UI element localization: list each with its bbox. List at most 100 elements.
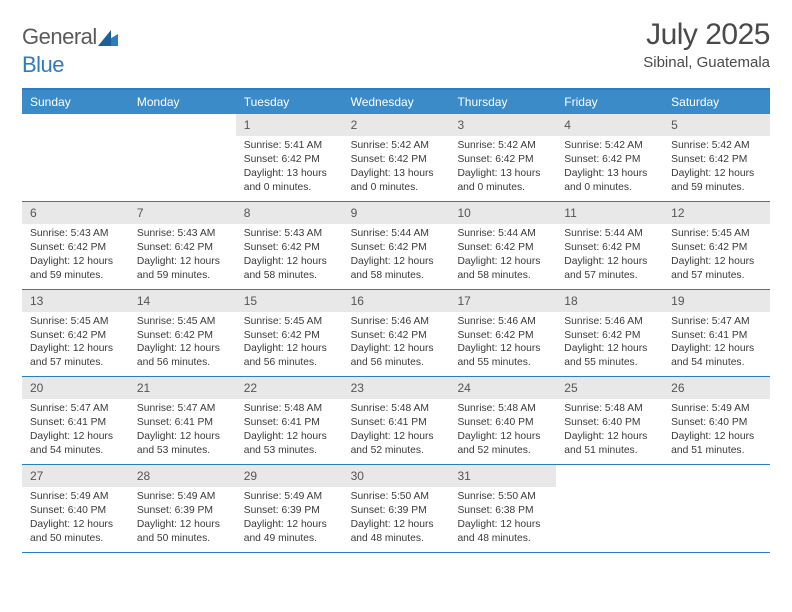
day-details: Sunrise: 5:42 AMSunset: 6:42 PMDaylight:… — [449, 139, 556, 195]
day-number: 21 — [129, 377, 236, 399]
daylight-line: Daylight: 13 hours and 0 minutes. — [351, 167, 444, 195]
sunset-line: Sunset: 6:42 PM — [671, 241, 764, 255]
week-row: 20Sunrise: 5:47 AMSunset: 6:41 PMDayligh… — [22, 377, 770, 465]
sunset-line: Sunset: 6:42 PM — [564, 241, 657, 255]
day-details: Sunrise: 5:44 AMSunset: 6:42 PMDaylight:… — [449, 227, 556, 283]
sunset-line: Sunset: 6:38 PM — [457, 504, 550, 518]
empty-cell — [129, 114, 236, 201]
day-details: Sunrise: 5:43 AMSunset: 6:42 PMDaylight:… — [129, 227, 236, 283]
sunset-line: Sunset: 6:42 PM — [137, 241, 230, 255]
day-number: 31 — [449, 465, 556, 487]
day-details: Sunrise: 5:48 AMSunset: 6:41 PMDaylight:… — [236, 402, 343, 458]
day-details: Sunrise: 5:50 AMSunset: 6:39 PMDaylight:… — [343, 490, 450, 546]
day-details: Sunrise: 5:41 AMSunset: 6:42 PMDaylight:… — [236, 139, 343, 195]
logo-mark-icon — [98, 26, 118, 52]
day-number: 25 — [556, 377, 663, 399]
day-number: 1 — [236, 114, 343, 136]
day-cell: 3Sunrise: 5:42 AMSunset: 6:42 PMDaylight… — [449, 114, 556, 201]
day-details: Sunrise: 5:48 AMSunset: 6:40 PMDaylight:… — [449, 402, 556, 458]
daylight-line: Daylight: 12 hours and 53 minutes. — [244, 430, 337, 458]
daylight-line: Daylight: 12 hours and 50 minutes. — [30, 518, 123, 546]
dow-header: Saturday — [663, 90, 770, 114]
day-details: Sunrise: 5:49 AMSunset: 6:39 PMDaylight:… — [129, 490, 236, 546]
daylight-line: Daylight: 13 hours and 0 minutes. — [244, 167, 337, 195]
calendar: SundayMondayTuesdayWednesdayThursdayFrid… — [22, 88, 770, 553]
day-cell: 22Sunrise: 5:48 AMSunset: 6:41 PMDayligh… — [236, 377, 343, 464]
day-number: 14 — [129, 290, 236, 312]
daylight-line: Daylight: 13 hours and 0 minutes. — [564, 167, 657, 195]
day-cell: 19Sunrise: 5:47 AMSunset: 6:41 PMDayligh… — [663, 290, 770, 377]
day-number: 26 — [663, 377, 770, 399]
sunset-line: Sunset: 6:42 PM — [671, 153, 764, 167]
day-cell: 23 Sunrise: 5:48 AMSunset: 6:41 PMDayligh… — [343, 377, 450, 464]
dow-header: Monday — [129, 90, 236, 114]
day-details: Sunrise: 5:43 AMSunset: 6:42 PMDaylight:… — [22, 227, 129, 283]
sunset-line: Sunset: 6:41 PM — [351, 416, 444, 430]
day-details: Sunrise: 5:47 AMSunset: 6:41 PMDaylight:… — [129, 402, 236, 458]
daylight-line: Daylight: 12 hours and 48 minutes. — [351, 518, 444, 546]
day-cell: 13Sunrise: 5:45 AMSunset: 6:42 PMDayligh… — [22, 290, 129, 377]
dow-header: Friday — [556, 90, 663, 114]
sunrise-line: Sunrise: 5:45 AM — [137, 315, 230, 329]
daylight-line: Daylight: 12 hours and 54 minutes. — [671, 342, 764, 370]
day-number: 16 — [343, 290, 450, 312]
daylight-line: Daylight: 12 hours and 58 minutes. — [457, 255, 550, 283]
day-cell: 30 Sunrise: 5:50 AMSunset: 6:39 PMDayligh… — [343, 465, 450, 552]
day-number: 11 — [556, 202, 663, 224]
daylight-line: Daylight: 12 hours and 52 minutes. — [457, 430, 550, 458]
day-details: Sunrise: 5:43 AMSunset: 6:42 PMDaylight:… — [236, 227, 343, 283]
empty-cell — [556, 465, 663, 552]
sunset-line: Sunset: 6:39 PM — [351, 504, 444, 518]
daylight-line: Daylight: 12 hours and 57 minutes. — [30, 342, 123, 370]
day-number: 18 — [556, 290, 663, 312]
empty-cell — [22, 114, 129, 201]
sunset-line: Sunset: 6:40 PM — [671, 416, 764, 430]
sunrise-line: Sunrise: 5:46 AM — [564, 315, 657, 329]
sunset-line: Sunset: 6:42 PM — [30, 241, 123, 255]
day-number: 9 — [343, 202, 450, 224]
day-number: 23 — [343, 377, 450, 399]
daylight-line: Daylight: 12 hours and 59 minutes. — [30, 255, 123, 283]
sunrise-line: Sunrise: 5:46 AM — [351, 315, 444, 329]
day-cell: 2Sunrise: 5:42 AMSunset: 6:42 PMDaylight… — [343, 114, 450, 201]
sunrise-line: Sunrise: 5:49 AM — [30, 490, 123, 504]
week-row: 1 Sunrise: 5:41 AMSunset: 6:42 PMDaylight… — [22, 114, 770, 202]
day-details: Sunrise: 5:49 AMSunset: 6:40 PMDaylight:… — [22, 490, 129, 546]
sunrise-line: Sunrise: 5:50 AM — [457, 490, 550, 504]
sunrise-line: Sunrise: 5:47 AM — [137, 402, 230, 416]
sunrise-line: Sunrise: 5:49 AM — [244, 490, 337, 504]
day-details: Sunrise: 5:47 AMSunset: 6:41 PMDaylight:… — [663, 315, 770, 371]
day-details: Sunrise: 5:50 AMSunset: 6:38 PMDaylight:… — [449, 490, 556, 546]
empty-cell — [663, 465, 770, 552]
day-details: Sunrise: 5:48 AMSunset: 6:41 PMDaylight:… — [343, 402, 450, 458]
day-number: 27 — [22, 465, 129, 487]
sunrise-line: Sunrise: 5:48 AM — [457, 402, 550, 416]
day-cell: 24Sunrise: 5:48 AMSunset: 6:40 PMDayligh… — [449, 377, 556, 464]
sunrise-line: Sunrise: 5:47 AM — [671, 315, 764, 329]
day-details: Sunrise: 5:44 AMSunset: 6:42 PMDaylight:… — [556, 227, 663, 283]
day-cell: 7Sunrise: 5:43 AMSunset: 6:42 PMDaylight… — [129, 202, 236, 289]
sunset-line: Sunset: 6:41 PM — [671, 329, 764, 343]
day-details: Sunrise: 5:42 AMSunset: 6:42 PMDaylight:… — [663, 139, 770, 195]
sunrise-line: Sunrise: 5:45 AM — [671, 227, 764, 241]
day-number: 30 — [343, 465, 450, 487]
sunrise-line: Sunrise: 5:48 AM — [351, 402, 444, 416]
day-details: Sunrise: 5:45 AMSunset: 6:42 PMDaylight:… — [129, 315, 236, 371]
logo-part2: Blue — [22, 52, 64, 77]
day-details: Sunrise: 5:42 AMSunset: 6:42 PMDaylight:… — [343, 139, 450, 195]
sunset-line: Sunset: 6:42 PM — [564, 329, 657, 343]
day-details: Sunrise: 5:48 AMSunset: 6:40 PMDaylight:… — [556, 402, 663, 458]
daylight-line: Daylight: 12 hours and 49 minutes. — [244, 518, 337, 546]
dow-header: Tuesday — [236, 90, 343, 114]
daylight-line: Daylight: 12 hours and 48 minutes. — [457, 518, 550, 546]
daylight-line: Daylight: 12 hours and 51 minutes. — [671, 430, 764, 458]
day-details: Sunrise: 5:45 AMSunset: 6:42 PMDaylight:… — [22, 315, 129, 371]
daylight-line: Daylight: 12 hours and 55 minutes. — [564, 342, 657, 370]
day-cell: 12Sunrise: 5:45 AMSunset: 6:42 PMDayligh… — [663, 202, 770, 289]
logo-text: General Blue — [22, 24, 119, 78]
sunrise-line: Sunrise: 5:46 AM — [457, 315, 550, 329]
daylight-line: Daylight: 12 hours and 59 minutes. — [137, 255, 230, 283]
logo-part1: General — [22, 24, 97, 49]
day-details: Sunrise: 5:45 AMSunset: 6:42 PMDaylight:… — [236, 315, 343, 371]
day-cell: 31 Sunrise: 5:50 AMSunset: 6:38 PMDayligh… — [449, 465, 556, 552]
